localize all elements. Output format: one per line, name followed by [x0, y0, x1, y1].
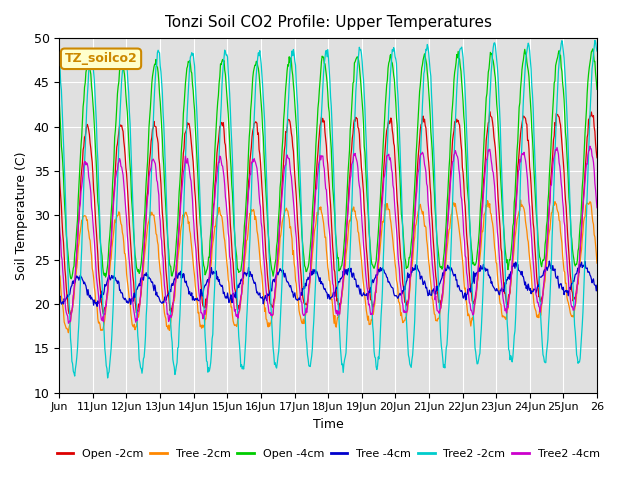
- Open -2cm: [384, 121, 392, 127]
- Tree2 -4cm: [65, 321, 72, 326]
- Open -4cm: [119, 60, 127, 66]
- Tree2 -4cm: [586, 144, 594, 149]
- Tree -2cm: [56, 271, 63, 277]
- Open -2cm: [67, 312, 74, 318]
- Open -2cm: [119, 129, 127, 134]
- Line: Tree -2cm: Tree -2cm: [60, 200, 597, 333]
- Tree2 -4cm: [56, 220, 63, 226]
- Tree -4cm: [119, 295, 127, 300]
- Open -4cm: [593, 86, 601, 92]
- Tree -2cm: [244, 222, 252, 228]
- Open -4cm: [67, 276, 75, 282]
- X-axis label: Time: Time: [313, 418, 344, 431]
- Tree -4cm: [384, 279, 392, 285]
- Open -2cm: [265, 288, 273, 294]
- Tree -4cm: [265, 292, 273, 298]
- Open -4cm: [414, 114, 422, 120]
- Tree -2cm: [218, 214, 226, 220]
- Tree -4cm: [244, 264, 252, 270]
- Open -2cm: [414, 154, 422, 159]
- Line: Tree2 -4cm: Tree2 -4cm: [60, 146, 597, 324]
- Tree2 -2cm: [244, 276, 252, 282]
- Open -4cm: [218, 59, 226, 64]
- Tree2 -2cm: [593, 48, 601, 54]
- Tree2 -4cm: [244, 188, 252, 194]
- Y-axis label: Soil Temperature (C): Soil Temperature (C): [15, 151, 28, 279]
- Tree2 -4cm: [119, 172, 127, 178]
- Tree2 -2cm: [119, 61, 127, 67]
- Tree2 -4cm: [265, 309, 273, 315]
- Tree2 -2cm: [56, 60, 63, 66]
- Line: Tree -4cm: Tree -4cm: [60, 261, 597, 306]
- Tree -4cm: [93, 303, 101, 309]
- Legend: Open -2cm, Tree -2cm, Open -4cm, Tree -4cm, Tree2 -2cm, Tree2 -4cm: Open -2cm, Tree -2cm, Open -4cm, Tree -4…: [52, 444, 604, 463]
- Tree -4cm: [56, 295, 63, 301]
- Tree -2cm: [265, 320, 273, 325]
- Tree -4cm: [545, 258, 553, 264]
- Line: Open -4cm: Open -4cm: [60, 49, 597, 279]
- Open -4cm: [56, 99, 63, 105]
- Open -4cm: [244, 148, 252, 154]
- Open -4cm: [384, 65, 392, 71]
- Tree2 -4cm: [414, 169, 422, 175]
- Tree2 -2cm: [591, 37, 598, 43]
- Tree -2cm: [384, 207, 392, 213]
- Tree2 -2cm: [414, 223, 422, 228]
- Tree2 -4cm: [218, 163, 226, 168]
- Tree -2cm: [593, 260, 601, 266]
- Open -2cm: [486, 108, 493, 114]
- Open -2cm: [244, 179, 252, 185]
- Open -4cm: [265, 239, 273, 244]
- Line: Open -2cm: Open -2cm: [60, 111, 597, 315]
- Title: Tonzi Soil CO2 Profile: Upper Temperatures: Tonzi Soil CO2 Profile: Upper Temperatur…: [164, 15, 492, 30]
- Open -2cm: [218, 120, 226, 126]
- Tree -2cm: [65, 330, 72, 336]
- Tree -4cm: [218, 282, 226, 288]
- Tree -2cm: [516, 197, 524, 203]
- Tree2 -4cm: [384, 152, 392, 158]
- Line: Tree2 -2cm: Tree2 -2cm: [60, 40, 597, 378]
- Open -2cm: [56, 171, 63, 177]
- Tree2 -2cm: [104, 375, 111, 381]
- Tree -2cm: [119, 233, 127, 239]
- Tree2 -2cm: [265, 247, 273, 252]
- Tree -4cm: [414, 267, 422, 273]
- Tree2 -4cm: [593, 205, 601, 211]
- Open -4cm: [589, 46, 596, 52]
- Text: TZ_soilco2: TZ_soilco2: [65, 52, 138, 65]
- Tree -4cm: [593, 282, 601, 288]
- Tree2 -2cm: [384, 121, 392, 127]
- Open -2cm: [593, 155, 601, 161]
- Tree -2cm: [414, 209, 422, 215]
- Tree2 -2cm: [218, 84, 226, 89]
